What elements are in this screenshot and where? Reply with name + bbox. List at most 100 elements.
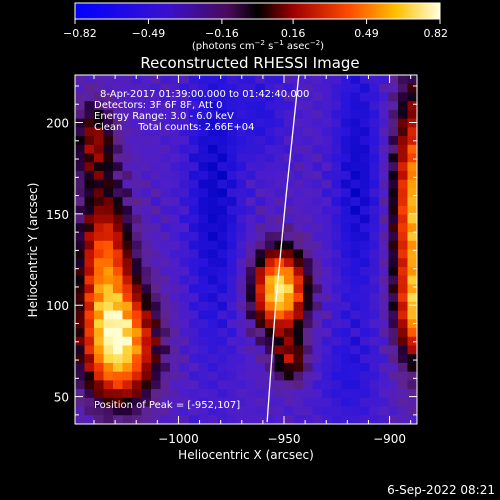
- heatmap-cell: [151, 293, 161, 303]
- heatmap-cell: [151, 240, 161, 250]
- heatmap-cell: [217, 406, 228, 416]
- heatmap-cell: [151, 179, 161, 189]
- heatmap-cell: [388, 301, 399, 312]
- heatmap-cell: [293, 293, 304, 303]
- heatmap-cell: [160, 162, 171, 172]
- heatmap-cell: [360, 232, 370, 242]
- heatmap-cell: [312, 328, 323, 338]
- heatmap-cell: [255, 214, 266, 224]
- heatmap-cell: [103, 371, 114, 381]
- heatmap-cell: [360, 362, 370, 373]
- heatmap-cell: [179, 179, 190, 189]
- heatmap-cell: [388, 249, 399, 259]
- heatmap-cell: [179, 118, 190, 128]
- heatmap-cell: [113, 354, 123, 364]
- heatmap-cell: [151, 380, 161, 390]
- heatmap-cell: [170, 275, 180, 285]
- heatmap-cell: [151, 118, 161, 128]
- heatmap-cell: [255, 83, 266, 93]
- heatmap-cell: [331, 162, 342, 172]
- heatmap-cell: [208, 415, 218, 424]
- heatmap-cell: [379, 266, 389, 277]
- heatmap-cell: [293, 406, 304, 416]
- heatmap-cell: [407, 397, 417, 408]
- heatmap-cell: [388, 144, 399, 155]
- heatmap-cell: [284, 293, 294, 303]
- heatmap-cell: [407, 179, 417, 189]
- heatmap-cell: [303, 240, 313, 250]
- heatmap-cell: [360, 397, 370, 408]
- heatmap-cell: [341, 275, 351, 285]
- heatmap-cell: [160, 75, 171, 85]
- heatmap-cell: [84, 144, 95, 155]
- heatmap-cell: [189, 109, 199, 120]
- heatmap-cell: [189, 293, 199, 303]
- heatmap-cell: [341, 310, 351, 320]
- heatmap-cell: [122, 240, 133, 250]
- heatmap-cell: [407, 170, 417, 181]
- heatmap-cell: [331, 92, 342, 102]
- heatmap-cell: [284, 310, 294, 320]
- heatmap-cell: [265, 266, 275, 277]
- heatmap-cell: [369, 92, 380, 102]
- axis-ticks: −1000 −950 −900 50 100 150 200: [46, 75, 417, 446]
- heatmap-cell: [141, 371, 152, 381]
- heatmap-cell: [198, 101, 209, 111]
- heatmap-cell: [217, 310, 228, 320]
- heatmap-cell: [132, 127, 142, 137]
- heatmap-cell: [189, 345, 199, 355]
- heatmap-cell: [141, 83, 152, 93]
- annotation-time: 8-Apr-2017 01:39:00.000 to 01:42:40.000: [100, 89, 309, 100]
- heatmap-cell: [341, 83, 351, 93]
- heatmap-cell: [246, 205, 256, 216]
- heatmap-cell: [122, 275, 133, 285]
- heatmap-cell: [293, 188, 304, 198]
- heatmap-cell: [331, 118, 342, 128]
- heatmap-cell: [179, 109, 190, 120]
- heatmap-cell: [141, 197, 152, 207]
- heatmap-cell: [407, 153, 417, 163]
- heatmap-cell: [246, 397, 256, 408]
- heatmap-cell: [170, 336, 180, 346]
- heatmap-cell: [398, 301, 408, 312]
- heatmap-cell: [331, 415, 342, 424]
- heatmap-cell: [227, 109, 237, 120]
- heatmap-cell: [350, 336, 361, 346]
- heatmap-cell: [407, 371, 417, 381]
- heatmap-cell: [246, 109, 256, 120]
- heatmap-cell: [312, 275, 323, 285]
- heatmap-cell: [217, 354, 228, 364]
- heatmap-cell: [303, 249, 313, 259]
- heatmap-cell: [75, 319, 85, 329]
- heatmap-cell: [160, 310, 171, 320]
- heatmap-cell: [103, 197, 114, 207]
- heatmap-cell: [350, 275, 361, 285]
- heatmap-cell: [322, 310, 332, 320]
- heatmap-cell: [103, 275, 114, 285]
- heatmap-cell: [360, 188, 370, 198]
- heatmap-cell: [388, 109, 399, 120]
- heatmap-cell: [265, 75, 275, 85]
- heatmap-cell: [388, 354, 399, 364]
- heatmap-cell: [208, 127, 218, 137]
- heatmap-cell: [84, 371, 95, 381]
- heatmap-cell: [94, 162, 104, 172]
- heatmap-cell: [312, 397, 323, 408]
- heatmap-cell: [341, 153, 351, 163]
- heatmap-cell: [350, 127, 361, 137]
- heatmap-cell: [113, 136, 123, 146]
- heatmap-cell: [369, 127, 380, 137]
- heatmap-cell: [217, 144, 228, 155]
- heatmap-cell: [265, 284, 275, 294]
- heatmap-cell: [151, 319, 161, 329]
- heatmap-cell: [255, 362, 266, 373]
- heatmap-cell: [322, 188, 332, 198]
- heatmap-cell: [122, 179, 133, 189]
- heatmap-cell: [312, 205, 323, 216]
- heatmap-cell: [331, 144, 342, 155]
- heatmap-cell: [208, 109, 218, 120]
- heatmap-cell: [122, 101, 133, 111]
- heatmap-cell: [236, 336, 247, 346]
- heatmap-cell: [388, 293, 399, 303]
- heatmap-cell: [265, 214, 275, 224]
